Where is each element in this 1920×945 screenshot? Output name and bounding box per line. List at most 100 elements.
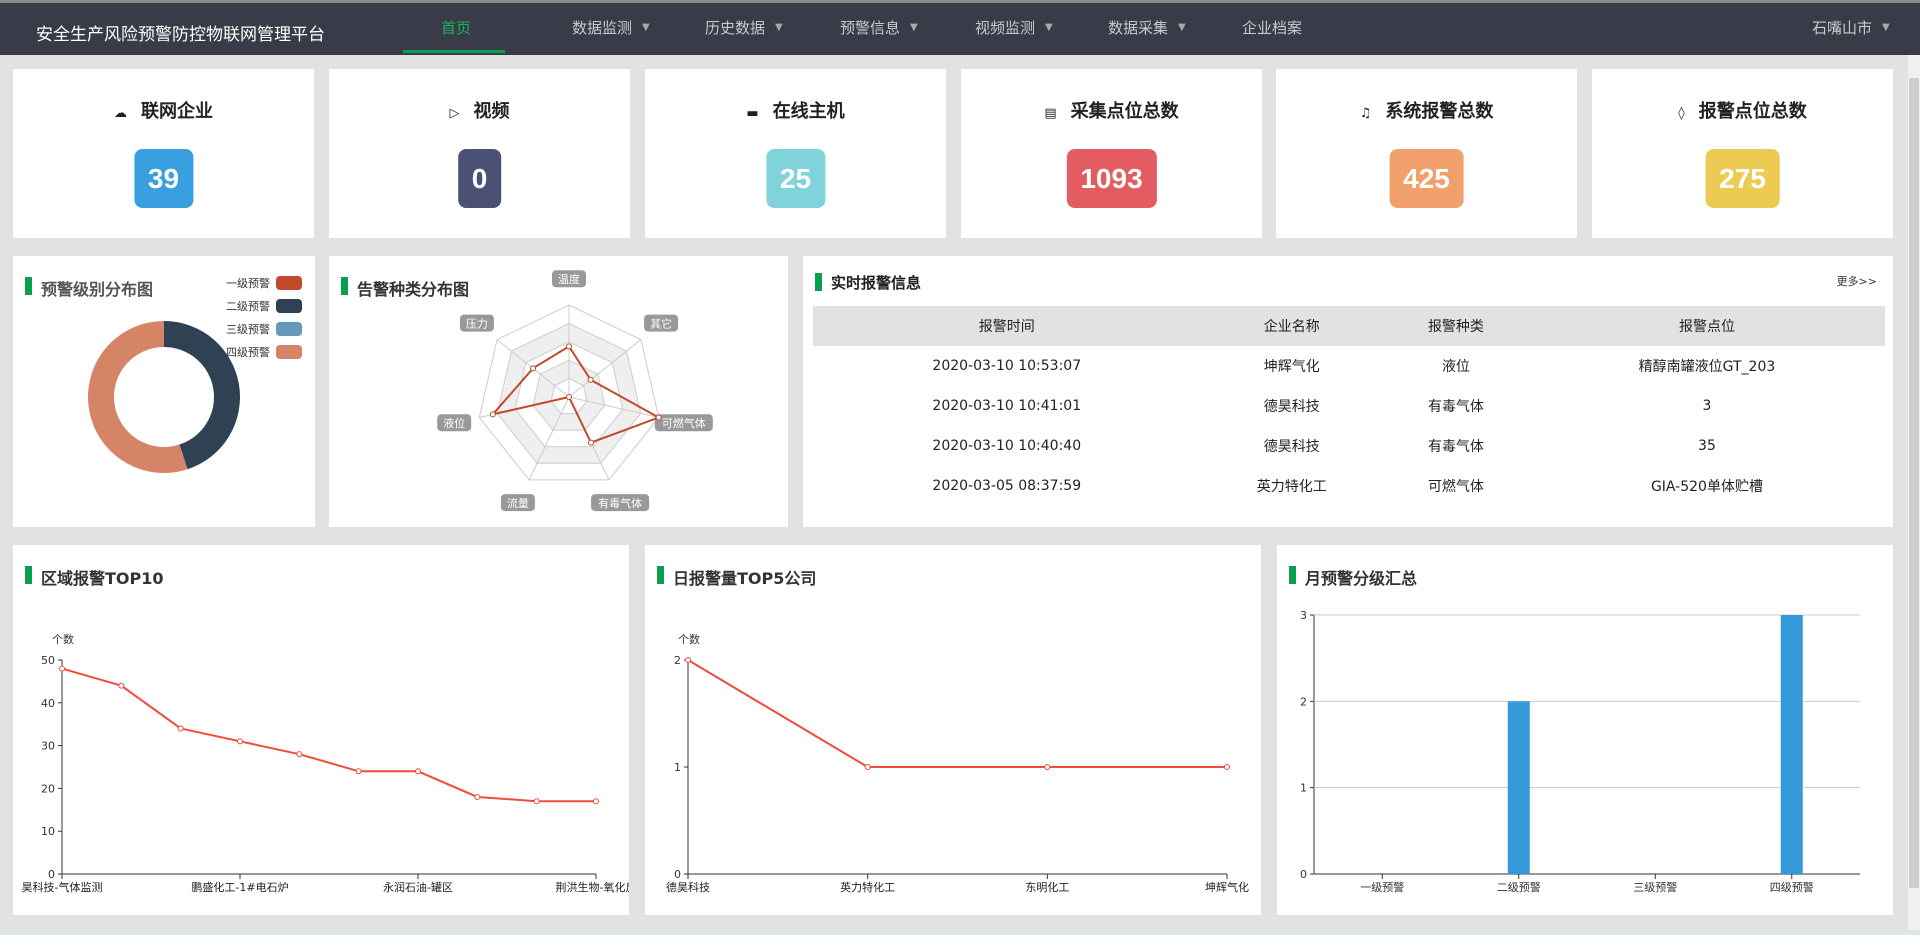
card-title: 月预警分级汇总 [1289, 565, 1417, 589]
y-tick-label: 2 [674, 654, 681, 667]
nav-tab-label: 历史数据 [705, 19, 766, 37]
table-row[interactable]: 2020-03-10 10:41:01 德昊科技 有毒气体 3 [813, 386, 1885, 426]
bar[interactable] [1507, 701, 1530, 874]
x-tick-label: 永润石油-罐区 [383, 880, 453, 894]
legend-swatch[interactable] [276, 322, 302, 336]
data-point[interactable] [177, 725, 184, 732]
radar-axis [568, 396, 659, 418]
data-point[interactable] [474, 793, 481, 800]
stat-card[interactable]: ☁ 联网企业 39 [13, 69, 314, 238]
stat-card[interactable]: ♫ 系统报警总数 425 [1276, 69, 1577, 238]
card-title: 实时报警信息 [815, 272, 921, 293]
stat-value-badge: 39 [133, 149, 194, 208]
card-title: 告警种类分布图 [341, 276, 469, 300]
stat-label-text: 系统报警总数 [1385, 101, 1494, 122]
legend-swatch[interactable] [276, 345, 302, 359]
legend-swatch[interactable] [276, 276, 302, 290]
y-tick-label: 3 [1300, 609, 1307, 622]
indicator-label: 可燃气体 [662, 416, 706, 430]
table-cell: 2020-03-05 08:37:59 [932, 478, 1082, 494]
stat-card[interactable]: ◊ 报警点位总数 275 [1592, 69, 1893, 238]
table-row[interactable]: 2020-03-10 10:40:40 德昊科技 有毒气体 35 [813, 426, 1885, 466]
donut-slice[interactable] [164, 321, 240, 470]
donut-slice[interactable] [87, 321, 188, 473]
y-tick-label: 20 [41, 782, 55, 795]
legend-label[interactable]: 二级预警 [226, 299, 270, 313]
radar-point[interactable] [587, 376, 594, 383]
stat-card[interactable]: ▤ 采集点位总数 1093 [961, 69, 1262, 238]
radar-series[interactable] [489, 345, 662, 444]
table-cell: 英力特化工 [1256, 479, 1327, 495]
line-series[interactable] [687, 659, 1227, 768]
data-point[interactable] [118, 682, 125, 689]
stat-value-badge: 1093 [1066, 149, 1157, 208]
radar-point[interactable] [566, 394, 572, 400]
nav-tab-1[interactable]: 数据监测 ▼ [572, 17, 650, 38]
nav-tab-4[interactable]: 视频监测 ▼ [975, 17, 1053, 38]
y-tick-label: 1 [1300, 782, 1307, 795]
nav-tab-label: 首页 [441, 19, 472, 37]
data-point[interactable] [864, 764, 871, 770]
scrollbar-thumb[interactable] [1909, 78, 1919, 888]
radar-axis [568, 339, 642, 398]
nav-tab-0[interactable]: 首页 [441, 17, 471, 38]
data-point[interactable] [237, 738, 243, 745]
indicator-label: 其它 [650, 317, 672, 331]
realtime-alarm-card: 实时报警信息 更多>> 报警时间 企业名称 报警种类 报警点位 2020-03-10 1… [803, 256, 1893, 527]
nav-tab-2[interactable]: 历史数据 ▼ [705, 17, 783, 38]
x-tick-label: 英力特化工 [840, 880, 895, 894]
caret-down-icon: ▼ [775, 22, 783, 33]
data-point[interactable] [415, 768, 421, 775]
radar-point[interactable] [489, 411, 496, 418]
region-top10-card: 区域报警TOP10 0 10 20 30 40 50 个数 昊科技-气体监测 鹏盛化工-1#电石… [13, 545, 629, 915]
legend-swatch[interactable] [276, 299, 302, 313]
table-cell: 2020-03-10 10:41:01 [932, 398, 1082, 414]
indicator-label-bg [591, 494, 650, 512]
indicator-label-bg [654, 414, 713, 432]
radar-point[interactable] [530, 365, 537, 372]
indicator-label-bg [552, 270, 586, 288]
table-row[interactable]: 2020-03-05 08:37:59 英力特化工 可燃气体 GIA-520单体贮槽 [813, 466, 1885, 506]
legend-label[interactable]: 四级预警 [226, 345, 270, 359]
alarm-table: 报警时间 企业名称 报警种类 报警点位 2020-03-10 10:53:07 坤辉气化 液… [813, 306, 1885, 506]
bar-chart: 0 1 2 3 一级预警 二级预警 三级预警 四级预警 [1300, 609, 1860, 894]
indicator-label-bg [437, 414, 472, 432]
data-point[interactable] [533, 798, 540, 805]
y-tick-label: 50 [41, 654, 55, 667]
more-link[interactable]: 更多>> [1836, 275, 1877, 288]
data-point[interactable] [296, 751, 303, 758]
region-selector[interactable]: 石嘴山市 ▼ [1812, 17, 1890, 38]
legend-label[interactable]: 一级预警 [226, 276, 270, 290]
column-header: 报警种类 [1382, 306, 1529, 346]
radar-point[interactable] [566, 343, 572, 350]
line-series[interactable] [61, 667, 596, 803]
table-row[interactable]: 2020-03-10 10:53:07 坤辉气化 液位 精醇南罐液位GT_203 [813, 346, 1885, 386]
nav-tab-3[interactable]: 预警信息 ▼ [840, 17, 918, 38]
nav-tab-label: 数据监测 [572, 19, 633, 37]
column-header: 企业名称 [1200, 306, 1383, 346]
data-point[interactable] [593, 798, 599, 805]
stat-card[interactable]: ▬ 在线主机 25 [645, 69, 946, 238]
y-tick-label: 0 [674, 868, 681, 881]
bar[interactable] [1780, 615, 1803, 874]
data-point[interactable] [59, 665, 65, 672]
indicator-label: 压力 [466, 318, 488, 331]
table-cell: 坤辉气化 [1263, 359, 1320, 375]
top-navbar: 安全生产风险预警防控物联网管理平台 首页 数据监测 ▼ 历史数据 ▼ 预警信息 ▼ 视频监测 ▼… [0, 0, 1920, 55]
radar-point[interactable] [587, 439, 594, 446]
x-tick-label: 坤辉气化 [1205, 880, 1249, 894]
data-point[interactable] [1224, 764, 1230, 770]
indicator-label-bg [459, 314, 494, 332]
stat-label: ☁ 联网企业 [13, 97, 314, 123]
data-point[interactable] [355, 768, 362, 775]
table-cell: 液位 [1441, 359, 1470, 375]
data-point[interactable] [1044, 764, 1051, 770]
stat-card[interactable]: ▷ 视频 0 [329, 69, 630, 238]
radar-point[interactable] [655, 414, 662, 421]
data-point[interactable] [685, 657, 691, 663]
nav-tab-5[interactable]: 数据采集 ▼ [1108, 17, 1186, 38]
x-tick-label: 东明化工 [1025, 880, 1069, 894]
nav-tab-6[interactable]: 企业档案 [1242, 17, 1302, 38]
video-icon: ▷ [449, 106, 460, 121]
legend-label[interactable]: 三级预警 [226, 322, 270, 336]
